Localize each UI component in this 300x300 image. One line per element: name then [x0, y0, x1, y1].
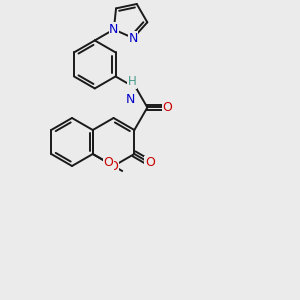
Text: H: H: [128, 75, 136, 88]
Text: N: N: [109, 23, 119, 36]
Text: N: N: [128, 32, 138, 44]
Text: O: O: [162, 101, 172, 114]
Text: N: N: [126, 93, 135, 106]
Text: O: O: [145, 157, 155, 169]
Text: O: O: [103, 157, 113, 169]
Text: O: O: [109, 160, 118, 172]
